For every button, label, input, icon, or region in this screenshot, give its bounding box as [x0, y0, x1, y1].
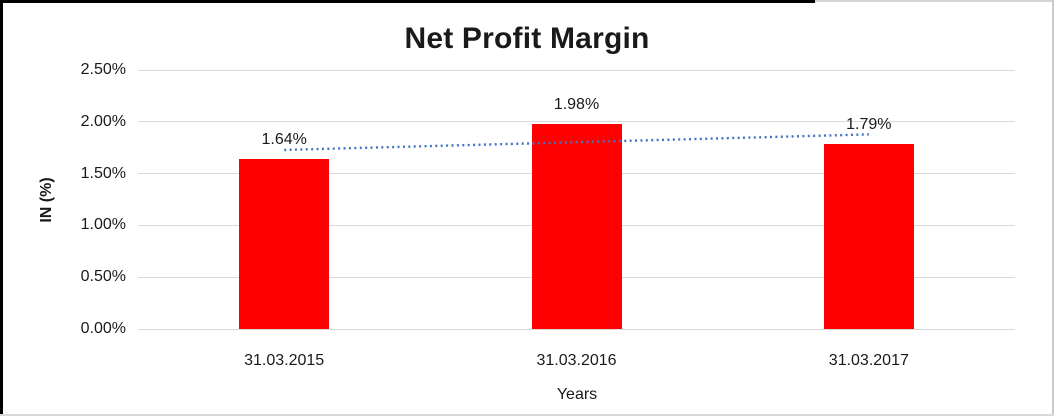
trendline	[284, 133, 869, 152]
gridline	[138, 69, 1015, 71]
y-tick-label: 2.00%	[80, 112, 126, 130]
chart-title: Net Profit Margin	[404, 22, 650, 55]
gridline	[138, 328, 1015, 330]
gridline	[138, 121, 1015, 123]
x-tick-label: 31.03.2015	[244, 352, 325, 369]
y-tick-label: 2.50%	[80, 61, 126, 78]
frame-border-left	[0, 0, 3, 416]
frame-border-bottom	[0, 414, 1054, 416]
y-tick-label: 1.00%	[80, 216, 126, 234]
bar-1	[531, 123, 622, 329]
data-label: 1.98%	[553, 95, 600, 113]
y-tick-label: 0.50%	[80, 268, 126, 286]
bar-0	[239, 159, 330, 329]
y-tick-label: 1.50%	[80, 164, 126, 182]
plot-area: 1.64% 1.98% 1.79%	[138, 69, 1015, 330]
x-axis-title: Years	[556, 386, 598, 403]
data-label: 1.64%	[261, 131, 307, 149]
data-label: 1.79%	[846, 115, 892, 133]
x-tick-label: 31.03.2017	[828, 352, 909, 369]
x-tick-label: 31.03.2016	[536, 352, 617, 369]
bar-2	[823, 143, 914, 329]
y-tick-label: 0.00%	[80, 320, 126, 337]
frame-border-top-dark	[0, 0, 815, 3]
frame-border-top-light	[815, 0, 1054, 2]
frame-border-right	[1052, 0, 1054, 416]
